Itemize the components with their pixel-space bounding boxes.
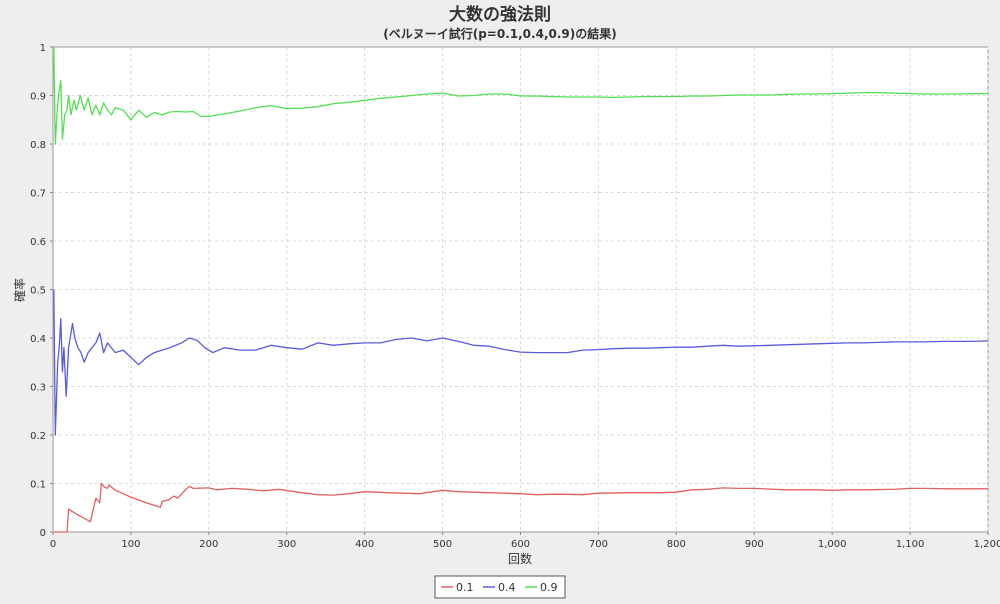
- legend-label: 0.9: [540, 581, 558, 594]
- y-tick-label: 0.3: [30, 383, 46, 394]
- chart-subtitle: (ベルヌーイ試行(p=0.1,0.4,0.9)の結果): [383, 26, 616, 41]
- y-tick-label: 0.9: [30, 92, 46, 103]
- y-tick-label: 0.4: [30, 334, 46, 345]
- x-axis: 0 100 200 300 400 500 600 700 800 900 1,000 1,100 1,…: [50, 532, 1000, 550]
- series-line-0.4: [53, 289, 989, 436]
- series-lines: [53, 46, 989, 533]
- legend-box: [434, 575, 566, 599]
- x-tick-label: 1,200: [974, 539, 1000, 550]
- x-tick-label: 600: [511, 539, 530, 550]
- x-tick-label: 200: [199, 539, 218, 550]
- y-tick-label: 0.2: [30, 431, 46, 442]
- y-tick-label: 0.8: [30, 140, 46, 151]
- y-tick-label: 0.7: [30, 189, 46, 200]
- x-tick-label: 800: [667, 539, 686, 550]
- legend: 0.1 0.4 0.9: [434, 575, 566, 599]
- series-line-0.9: [53, 46, 988, 145]
- y-axis-label: 確率: [12, 278, 27, 302]
- x-tick-label: 1,000: [818, 539, 847, 550]
- legend-label: 0.4: [498, 581, 516, 594]
- y-axis: 0 0.1 0.2 0.3 0.4 0.5 0.6 0.7 0.8 0.9 1: [30, 43, 53, 539]
- x-tick-label: 400: [355, 539, 374, 550]
- x-tick-label: 900: [745, 539, 764, 550]
- series-line-0.1: [53, 482, 988, 533]
- x-tick-label: 700: [589, 539, 608, 550]
- x-tick-label: 500: [433, 539, 452, 550]
- y-tick-label: 0.5: [30, 286, 46, 297]
- y-tick-label: 1: [40, 43, 46, 54]
- x-tick-label: 1,100: [896, 539, 925, 550]
- x-tick-label: 100: [121, 539, 140, 550]
- y-tick-label: 0.1: [30, 480, 46, 491]
- y-tick-label: 0.6: [30, 237, 46, 248]
- x-axis-label: 回数: [508, 551, 532, 566]
- y-tick-label: 0: [40, 528, 46, 539]
- chart-title: 大数の強法則: [449, 4, 551, 25]
- grid-lines: [53, 47, 989, 532]
- x-tick-label: 0: [50, 539, 56, 550]
- legend-label: 0.1: [456, 581, 474, 594]
- x-tick-label: 300: [277, 539, 296, 550]
